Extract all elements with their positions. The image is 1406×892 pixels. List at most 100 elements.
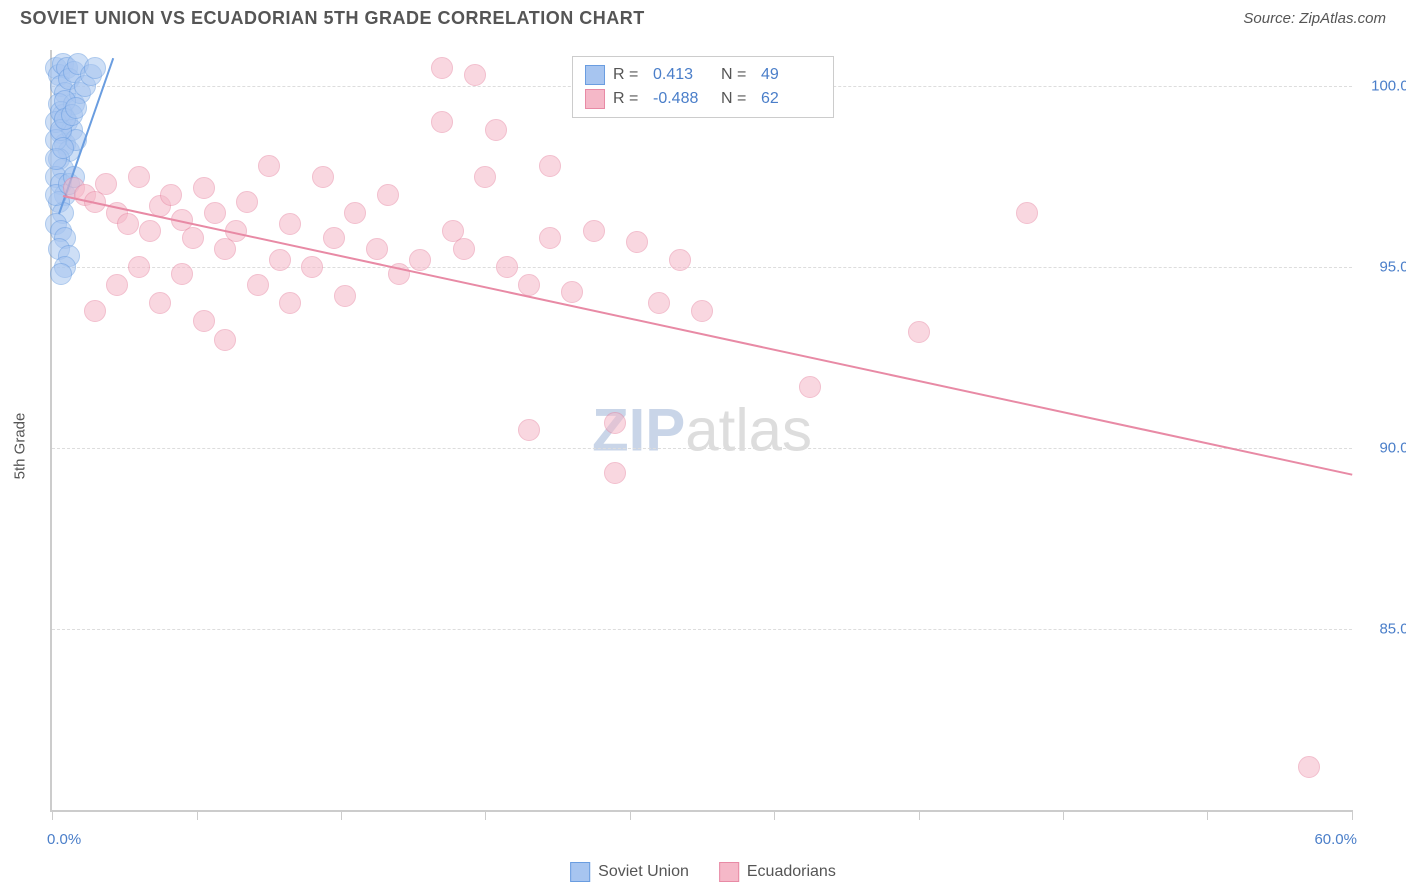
data-point — [485, 119, 507, 141]
legend-n-value: 62 — [761, 90, 821, 108]
data-point — [171, 263, 193, 285]
legend-item: Ecuadorians — [719, 862, 836, 882]
watermark-atlas: atlas — [685, 397, 812, 464]
gridline — [52, 267, 1352, 268]
data-point — [214, 329, 236, 351]
data-point — [431, 111, 453, 133]
y-tick-label: 100.0% — [1362, 78, 1406, 95]
gridline — [52, 629, 1352, 630]
legend-swatch — [570, 862, 590, 882]
data-point — [648, 292, 670, 314]
legend-r-label: R = — [613, 66, 645, 84]
data-point — [334, 285, 356, 307]
legend-r-value: -0.488 — [653, 90, 713, 108]
data-point — [474, 166, 496, 188]
legend-n-label: N = — [721, 90, 753, 108]
chart-title: SOVIET UNION VS ECUADORIAN 5TH GRADE COR… — [20, 8, 645, 29]
data-point — [193, 177, 215, 199]
data-point — [301, 256, 323, 278]
data-point — [539, 155, 561, 177]
data-point — [279, 292, 301, 314]
legend-swatch — [585, 89, 605, 109]
data-point — [908, 321, 930, 343]
data-point — [518, 274, 540, 296]
data-point — [128, 256, 150, 278]
legend-label: Ecuadorians — [747, 863, 836, 881]
data-point — [669, 249, 691, 271]
legend-r-label: R = — [613, 90, 645, 108]
legend-item: Soviet Union — [570, 862, 689, 882]
gridline — [52, 448, 1352, 449]
legend-stats: R = 0.413 N = 49 R = -0.488 N = 62 — [572, 56, 834, 118]
legend-n-label: N = — [721, 66, 753, 84]
data-point — [247, 274, 269, 296]
y-tick-label: 85.0% — [1362, 621, 1406, 638]
legend-r-value: 0.413 — [653, 66, 713, 84]
y-axis-label: 5th Grade — [12, 413, 29, 480]
watermark-zip: ZIP — [592, 397, 685, 464]
data-point — [799, 376, 821, 398]
data-point — [84, 300, 106, 322]
x-tick — [1207, 810, 1208, 820]
chart-header: SOVIET UNION VS ECUADORIAN 5TH GRADE COR… — [0, 0, 1406, 29]
legend-stats-row: R = -0.488 N = 62 — [585, 87, 821, 111]
source-value: ZipAtlas.com — [1299, 10, 1386, 27]
data-point — [626, 231, 648, 253]
legend-n-value: 49 — [761, 66, 821, 84]
data-point — [604, 412, 626, 434]
data-point — [52, 137, 74, 159]
data-point — [279, 213, 301, 235]
data-point — [377, 184, 399, 206]
data-point — [106, 274, 128, 296]
data-point — [269, 249, 291, 271]
data-point — [236, 191, 258, 213]
data-point — [691, 300, 713, 322]
data-point — [464, 64, 486, 86]
x-tick — [919, 810, 920, 820]
x-tick — [52, 810, 53, 820]
legend-stats-row: R = 0.413 N = 49 — [585, 63, 821, 87]
data-point — [453, 238, 475, 260]
data-point — [182, 227, 204, 249]
data-point — [149, 292, 171, 314]
data-point — [344, 202, 366, 224]
data-point — [1016, 202, 1038, 224]
data-point — [366, 238, 388, 260]
x-tick-label-min: 0.0% — [47, 831, 81, 848]
data-point — [258, 155, 280, 177]
legend-swatch — [585, 65, 605, 85]
x-tick-label-max: 60.0% — [1314, 831, 1357, 848]
data-point — [117, 213, 139, 235]
source-label: Source: — [1243, 10, 1299, 27]
data-point — [583, 220, 605, 242]
data-point — [95, 173, 117, 195]
data-point — [65, 97, 87, 119]
data-point — [50, 263, 72, 285]
x-tick — [630, 810, 631, 820]
data-point — [160, 184, 182, 206]
data-point — [561, 281, 583, 303]
y-tick-label: 95.0% — [1362, 259, 1406, 276]
data-point — [496, 256, 518, 278]
data-point — [409, 249, 431, 271]
y-tick-label: 90.0% — [1362, 440, 1406, 457]
plot-area: ZIPatlas 100.0%95.0%90.0%85.0%0.0%60.0%R… — [50, 50, 1352, 812]
x-tick — [485, 810, 486, 820]
data-point — [1298, 756, 1320, 778]
legend-label: Soviet Union — [598, 863, 689, 881]
legend-swatch — [719, 862, 739, 882]
legend-bottom: Soviet Union Ecuadorians — [570, 862, 836, 882]
x-tick — [774, 810, 775, 820]
data-point — [204, 202, 226, 224]
watermark: ZIPatlas — [592, 396, 812, 465]
data-point — [518, 419, 540, 441]
data-point — [193, 310, 215, 332]
data-point — [539, 227, 561, 249]
data-point — [139, 220, 161, 242]
x-tick — [197, 810, 198, 820]
chart-source: Source: ZipAtlas.com — [1243, 10, 1386, 27]
x-tick — [341, 810, 342, 820]
data-point — [604, 462, 626, 484]
data-point — [84, 57, 106, 79]
trend-line — [63, 195, 1353, 476]
